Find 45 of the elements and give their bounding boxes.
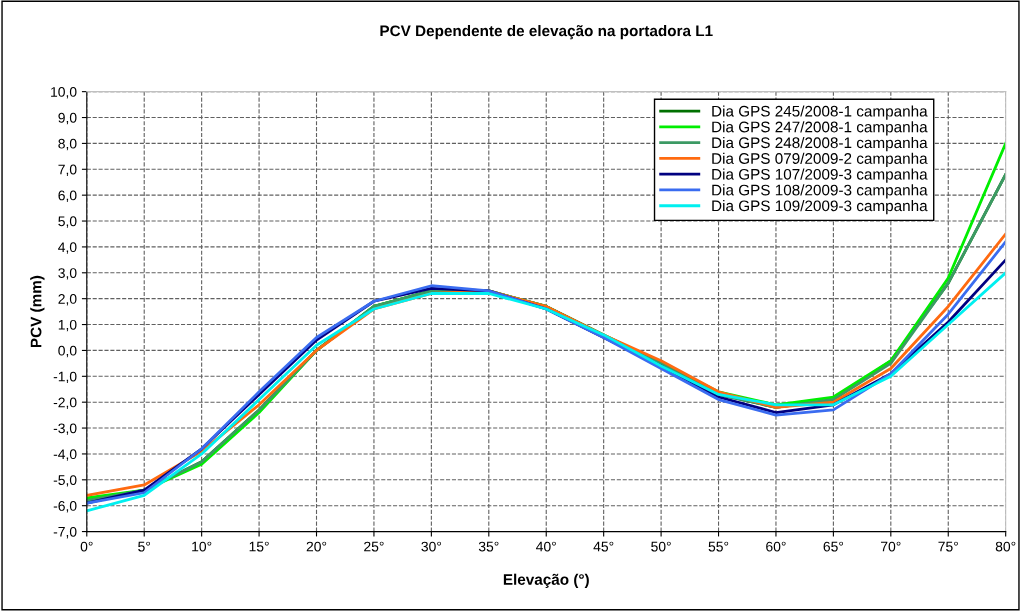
y-axis-title: PCV (mm) (30, 275, 45, 348)
y-tick-label: 9,0 (58, 112, 77, 125)
y-tick-label: 8,0 (58, 138, 77, 151)
x-tick-label: 80° (995, 541, 1016, 552)
y-tick-label: 1,0 (58, 319, 77, 332)
x-tick-label: 30° (421, 541, 442, 552)
x-tick-label: 70° (881, 541, 901, 552)
legend-label: Dia GPS 107/2009-3 campanha (712, 168, 928, 183)
legend-label: Dia GPS 109/2009-3 campanha (712, 200, 928, 215)
y-tick-label: -1,0 (53, 371, 77, 384)
x-tick-label: 40° (536, 541, 556, 552)
y-tick-label: -6,0 (53, 501, 77, 513)
y-tick-label: -7,0 (53, 526, 77, 539)
x-tick-label: 55° (708, 541, 729, 552)
y-tick-label: 3,0 (58, 268, 77, 280)
x-tick-label: 45° (593, 541, 614, 552)
legend-label: Dia GPS 108/2009-3 campanha (712, 184, 928, 199)
legend-label: Dia GPS 248/2008-1 campanha (712, 136, 928, 152)
x-tick-label: 10° (192, 541, 212, 552)
x-tick-label: 5° (138, 541, 151, 552)
y-tick-label: -5,0 (53, 475, 77, 487)
x-tick-label: 15° (249, 541, 269, 552)
y-tick-label: 5,0 (58, 216, 77, 228)
legend-label: Dia GPS 247/2008-1 campanha (712, 121, 928, 136)
x-tick-label: 60° (766, 541, 786, 552)
y-tick-label: -3,0 (53, 423, 77, 435)
x-tick-label: 20° (306, 541, 327, 552)
x-tick-label: 0° (80, 541, 93, 552)
y-tick-label: 4,0 (58, 242, 77, 254)
y-tick-label: 6,0 (58, 190, 77, 202)
x-tick-label: 65° (823, 541, 844, 552)
y-tick-label: 7,0 (58, 164, 77, 177)
x-tick-label: 35° (478, 541, 499, 552)
x-tick-label: 75° (938, 541, 958, 552)
legend-label: Dia GPS 079/2009-2 campanha (712, 152, 928, 167)
chart-title: PCV Dependente de elevação na portadora L1 (380, 25, 713, 40)
y-tick-label: -4,0 (53, 449, 77, 461)
y-tick-label: 0,0 (58, 345, 77, 358)
x-tick-label: 50° (651, 541, 671, 552)
y-tick-label: -2,0 (53, 397, 77, 409)
y-tick-label: 10,0 (51, 86, 77, 99)
x-tick-label: 25° (364, 541, 384, 552)
legend-label: Dia GPS 245/2008-1 campanha (712, 105, 928, 120)
x-axis-title: Elevação (°) (503, 573, 589, 588)
y-tick-label: 2,0 (58, 294, 77, 306)
